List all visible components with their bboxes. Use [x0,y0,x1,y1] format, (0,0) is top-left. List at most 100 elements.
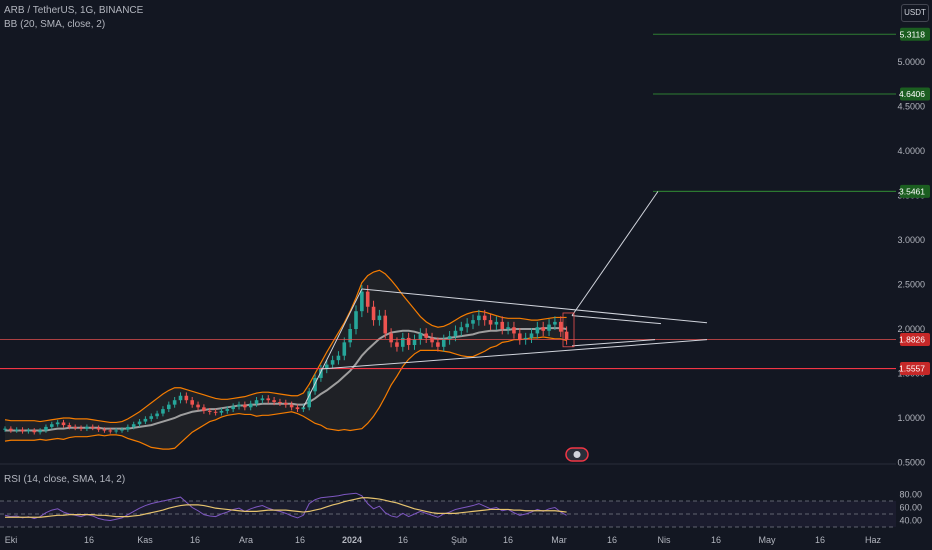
candle-body [55,422,60,425]
candle-body [50,424,54,427]
candle-body [102,429,107,431]
price-tag [900,87,930,101]
candle-body [9,428,13,431]
rsi-axis-tick-label: 80.00 [899,490,922,500]
candle-body [553,321,557,325]
y-axis-tick-label: 2.5000 [897,280,925,290]
candle-body [85,426,89,429]
candle-body [389,333,393,343]
candle-body [558,321,563,332]
bollinger-fill [5,270,567,450]
candle-body [266,398,271,401]
price-tag-label: 1.8826 [899,335,925,345]
x-axis-tick-label: Kas [137,535,153,545]
candle-body [126,426,130,430]
rsi-ma-line [5,497,567,518]
candle-body [523,337,528,340]
candle-body [90,426,95,428]
symbol-title: ARB / TetherUS, 1G, BINANCE [4,5,144,16]
price-tag-label: 4.6406 [899,89,925,99]
x-axis-tick-label: Haz [865,535,882,545]
events-marker-icon[interactable] [565,447,589,462]
rsi-axis-tick-label: 40.00 [899,516,922,526]
candle-body [202,407,206,411]
x-axis-tick-label: Şub [451,535,467,545]
candle-body [430,337,434,343]
candle-body [412,339,417,346]
candle-body [178,395,183,401]
x-axis-tick-label: 16 [815,535,825,545]
triangle-upper-line[interactable] [361,288,708,324]
candle-body [307,391,311,408]
candle-body [518,333,522,340]
x-axis-tick-label: 16 [607,535,617,545]
x-axis-tick-label: May [758,535,776,545]
x-axis-tick-label: 16 [84,535,94,545]
candle-body [564,331,569,340]
candle-body [477,315,481,321]
candle-body [284,402,288,405]
price-tag [900,362,930,376]
candle-body [336,355,341,361]
candle-body [295,407,300,410]
candle-body [44,426,48,431]
y-axis-tick-label: 4.5000 [897,102,925,112]
x-axis-tick-label: 16 [295,535,305,545]
candle-body [254,400,259,404]
candle-body [161,409,165,414]
candle-body [190,400,194,405]
candle-body [301,407,306,410]
candle-body [371,306,376,321]
triangle-lower-line[interactable] [320,339,708,370]
candle-body [453,330,458,337]
candle-body [342,342,347,356]
candle-body [547,324,551,331]
candle-body [213,411,218,413]
candle-body [354,311,358,329]
currency-button[interactable]: USDT [901,4,929,22]
candle-body [360,291,364,312]
candle-body [26,430,31,432]
y-axis-tick-label: 2.0000 [897,324,925,334]
projection-line[interactable] [571,191,659,316]
candle-body [506,327,510,329]
x-axis-tick-label: 2024 [342,535,362,545]
candle-body [38,430,42,433]
candle-body [541,327,545,331]
candle-body [167,404,171,410]
candle-body [512,327,516,334]
candle-body [219,410,224,413]
candle-body [348,329,352,343]
candle-body [401,337,405,347]
x-axis-tick-label: 16 [190,535,200,545]
candle-body [441,339,446,347]
price-tag [900,332,930,346]
x-axis-tick-label: 16 [711,535,721,545]
candle-body [32,430,37,433]
candle-body [447,336,452,340]
rsi-axis-tick-label: 60.00 [899,503,922,513]
x-axis-tick-label: 16 [398,535,408,545]
price-tag [900,27,930,41]
x-axis-tick-label: Eki [5,535,18,545]
candle-body [172,400,177,405]
candle-body [260,398,265,401]
candle-body [73,426,77,428]
candle-body [67,425,72,427]
flagpole-line[interactable] [302,288,363,408]
price-tag-label: 1.5557 [899,364,925,374]
candle-body [155,413,159,417]
y-axis-tick-label: 5.0000 [897,57,925,67]
candle-body [494,321,499,325]
highlight-box[interactable] [562,312,575,348]
rsi-legend[interactable]: RSI (14, close, SMA, 14, 2) [4,474,126,485]
candle-body [14,429,19,431]
x-axis-tick-label: Ara [239,535,253,545]
candle-body [120,429,124,431]
bollinger-legend[interactable]: BB (20, SMA, close, 2) [4,19,106,30]
triangle-upper-extension [571,315,662,325]
price-tag [900,184,930,198]
y-axis-tick-label: 0.5000 [897,458,925,468]
